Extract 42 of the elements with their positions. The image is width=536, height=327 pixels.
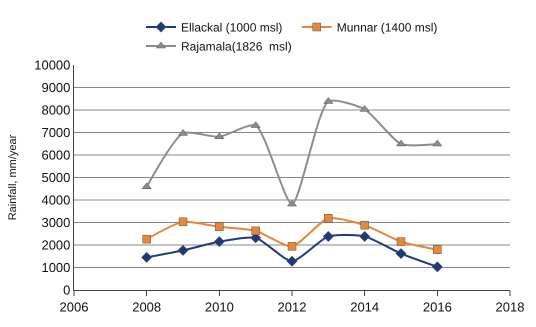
x-tick-label: 2016	[422, 300, 452, 315]
point	[142, 234, 151, 244]
x-tick-label: 2014	[350, 300, 380, 315]
x-tick-label: 2006	[60, 300, 88, 315]
point	[396, 237, 406, 246]
x-tick-label: 2018	[496, 300, 524, 315]
point	[251, 226, 260, 236]
y-tick-label: 2000	[41, 238, 70, 253]
y-tick-label: 10000	[34, 58, 70, 73]
x-tick-label: 2008	[132, 300, 162, 315]
point	[433, 245, 442, 254]
y-tick-label: 0	[63, 282, 70, 298]
x-tick-label: 2012	[278, 300, 306, 315]
point	[322, 231, 334, 242]
point	[432, 261, 443, 272]
point	[178, 244, 188, 256]
point	[286, 256, 298, 267]
y-tick-label: 8000	[41, 102, 70, 118]
point	[214, 236, 225, 248]
y-tick-label: 5000	[41, 170, 70, 186]
point	[359, 231, 370, 242]
point	[288, 242, 296, 251]
point	[396, 248, 406, 259]
y-tick-label: 6000	[41, 148, 70, 163]
legend-label: Munnar (1400 msl)	[336, 20, 438, 35]
point	[178, 129, 188, 136]
point	[141, 252, 152, 263]
point	[178, 218, 188, 226]
point	[360, 220, 369, 230]
y-tick-label: 4000	[41, 192, 70, 208]
point	[324, 214, 333, 222]
y-tick-label: 7000	[41, 125, 70, 140]
point	[287, 200, 297, 206]
point	[396, 140, 406, 146]
x-tick-label: 2010	[204, 300, 234, 315]
y-tick-label: 3000	[41, 215, 70, 230]
y-axis-title: Rainfall, mm/year	[6, 134, 19, 220]
y-tick-label: 9000	[41, 80, 70, 96]
legend-label: Ellackal (1000 msl)	[181, 20, 282, 35]
legend-label: Rajamala(1826 msl)	[181, 40, 292, 54]
point	[215, 222, 224, 232]
y-tick-label: 1000	[41, 260, 70, 276]
